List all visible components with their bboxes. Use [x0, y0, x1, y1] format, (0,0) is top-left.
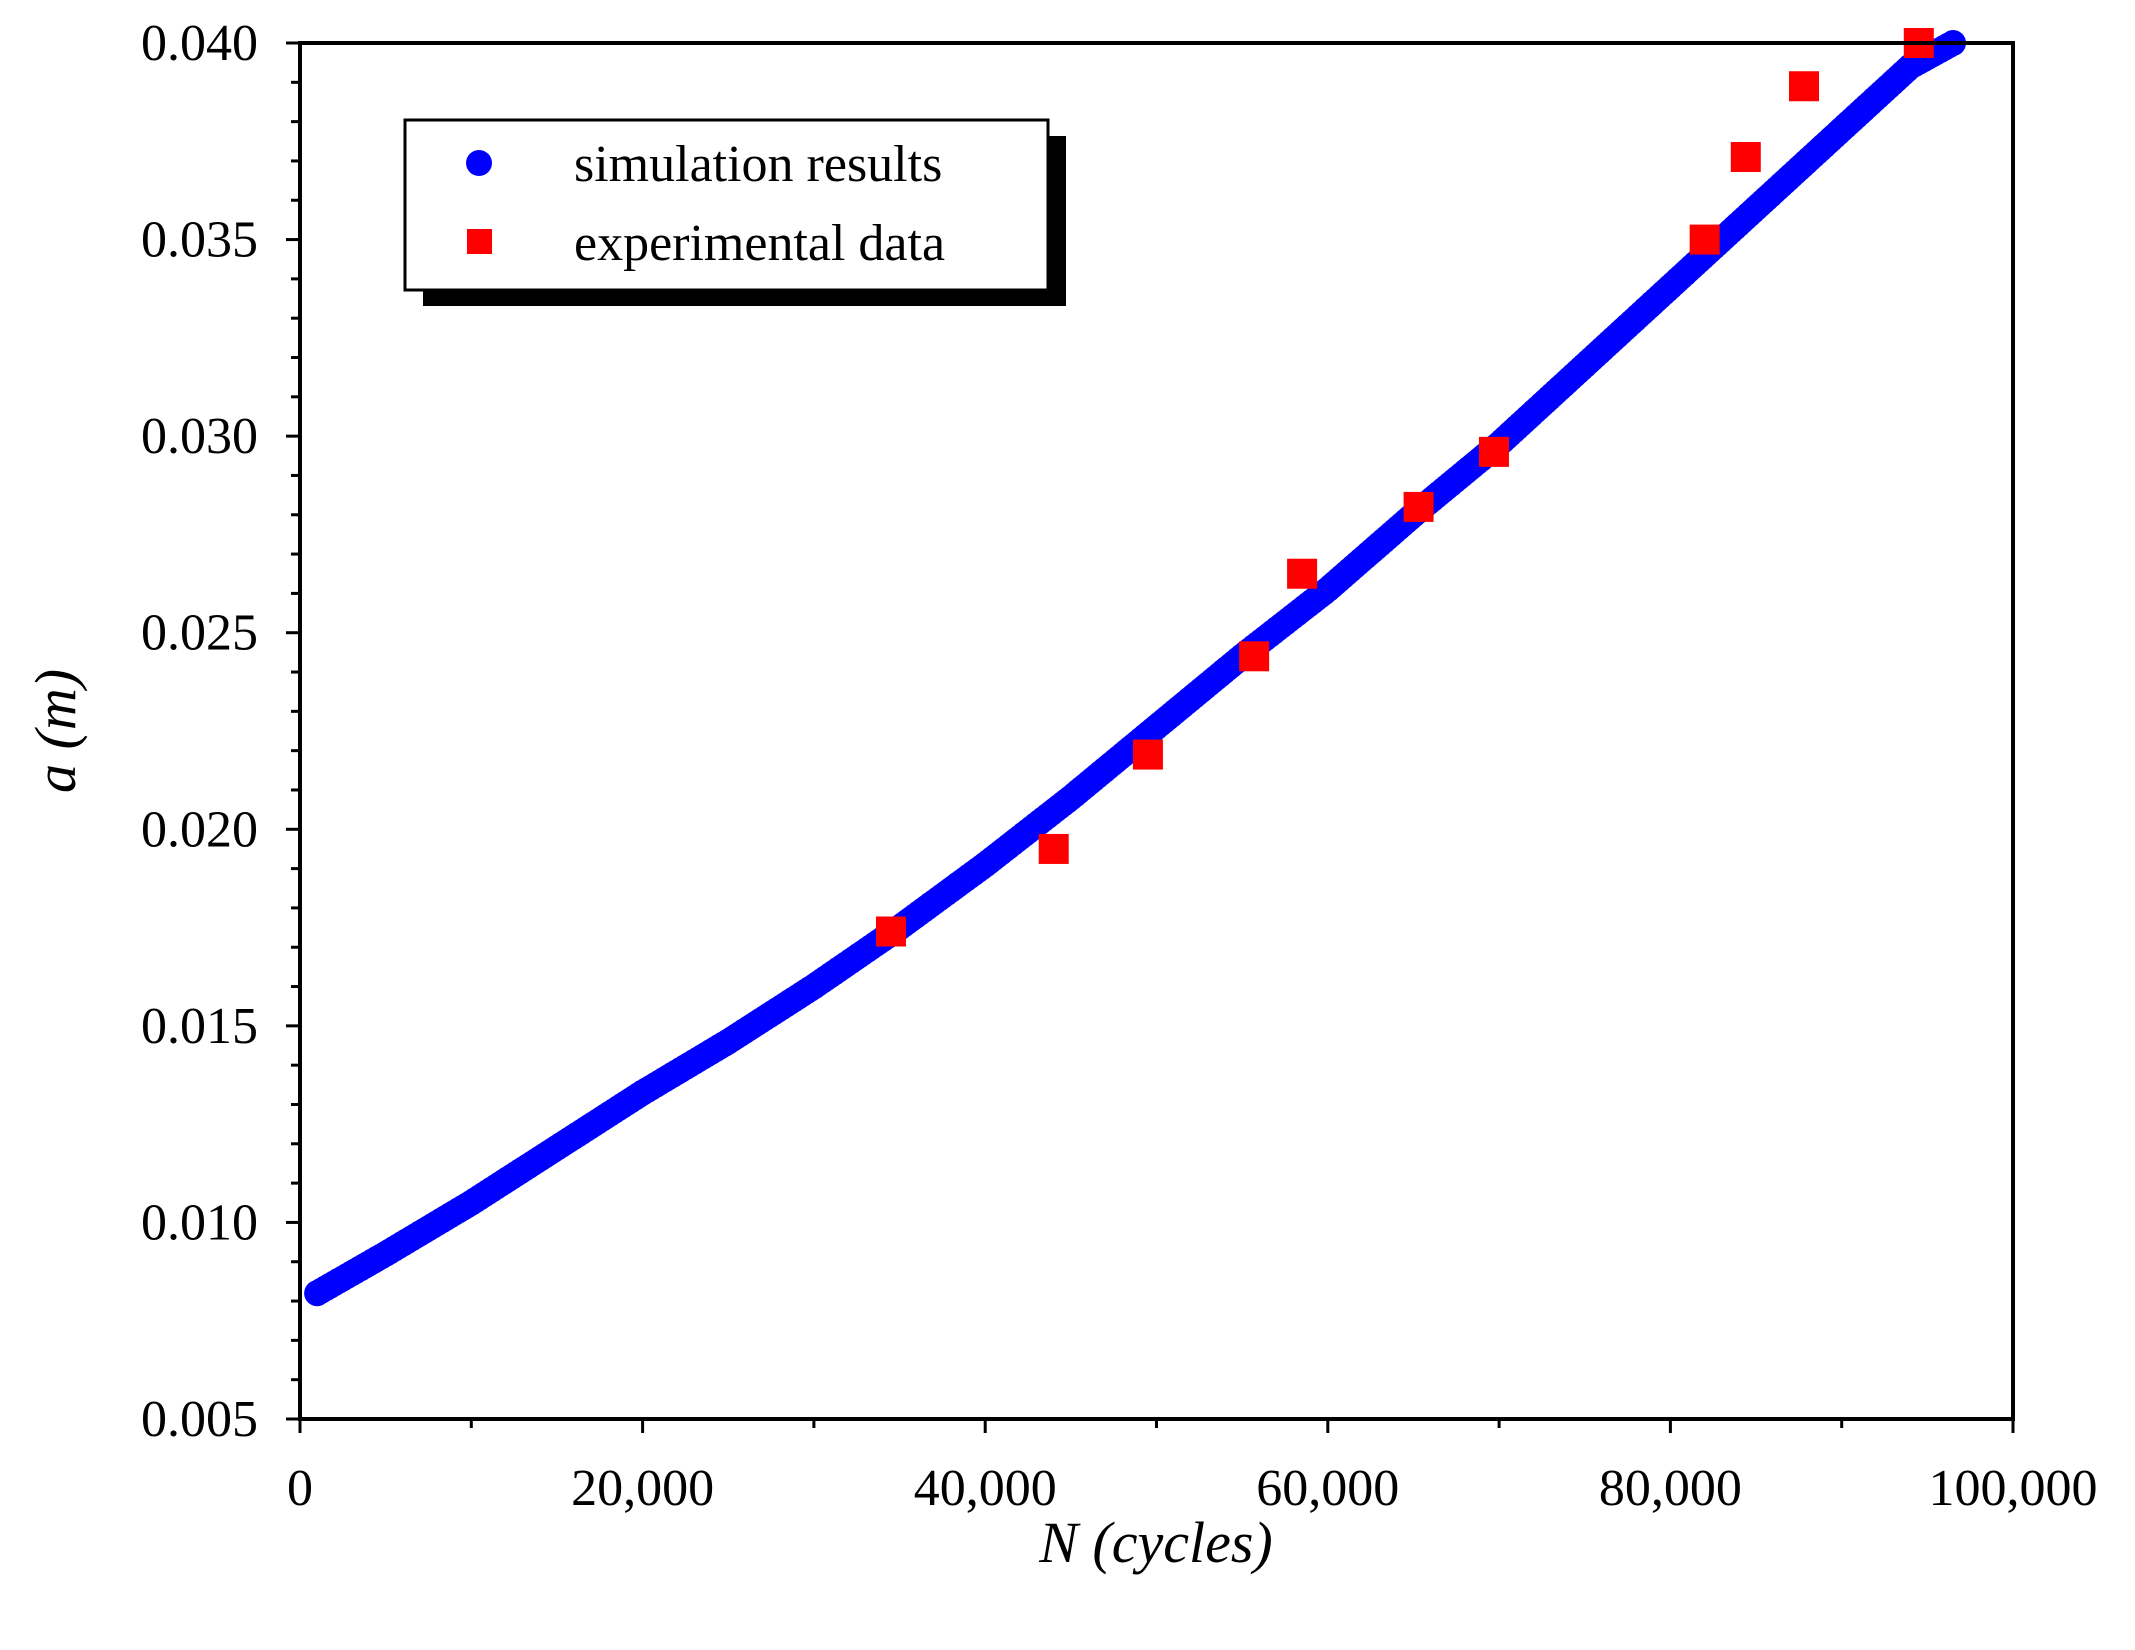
legend: simulation results experimental data — [403, 118, 1066, 306]
y-tick-label: 0.010 — [141, 1194, 258, 1251]
legend-label-experimental: experimental data — [574, 215, 945, 272]
experimental-point — [1789, 71, 1820, 102]
x-axis-title: N (cycles) — [1038, 1510, 1272, 1575]
y-tick-label: 0.035 — [141, 212, 258, 269]
y-axis-title: a (m) — [23, 669, 88, 793]
x-tick-label: 100,000 — [1929, 1460, 2098, 1517]
y-tick-label: 0.015 — [141, 998, 258, 1055]
experimental-point — [1478, 436, 1509, 467]
legend-marker-simulation — [466, 150, 492, 176]
x-tick-label: 20,000 — [571, 1460, 714, 1517]
experimental-point — [1038, 833, 1069, 864]
x-tick-label: 60,000 — [1256, 1460, 1399, 1517]
y-tick-label: 0.005 — [141, 1391, 258, 1448]
experimental-point — [1239, 641, 1270, 672]
legend-marker-experimental — [467, 229, 492, 254]
experimental-point — [1730, 142, 1761, 173]
legend-label-simulation: simulation results — [574, 136, 942, 193]
y-tick-label: 0.020 — [141, 801, 258, 858]
y-axis-ticks: 0.005 0.010 0.015 0.020 0.025 0.030 0.035 0.040 — [141, 15, 300, 1448]
x-axis-ticks: 0 20,000 40,000 60,000 80,000 100,000 — [287, 1419, 2098, 1517]
y-tick-label: 0.025 — [141, 605, 258, 662]
experimental-point — [1132, 739, 1163, 770]
experimental-point — [1403, 491, 1434, 522]
x-tick-label: 80,000 — [1599, 1460, 1742, 1517]
experimental-point — [1689, 224, 1720, 255]
x-tick-label: 0 — [287, 1460, 313, 1517]
x-tick-label: 40,000 — [914, 1460, 1057, 1517]
experimental-point — [1287, 558, 1318, 589]
simulation-series — [304, 30, 1967, 1307]
y-tick-label: 0.040 — [141, 15, 258, 72]
y-tick-label: 0.030 — [141, 408, 258, 465]
legend-box — [403, 118, 1050, 292]
experimental-point — [875, 916, 906, 947]
